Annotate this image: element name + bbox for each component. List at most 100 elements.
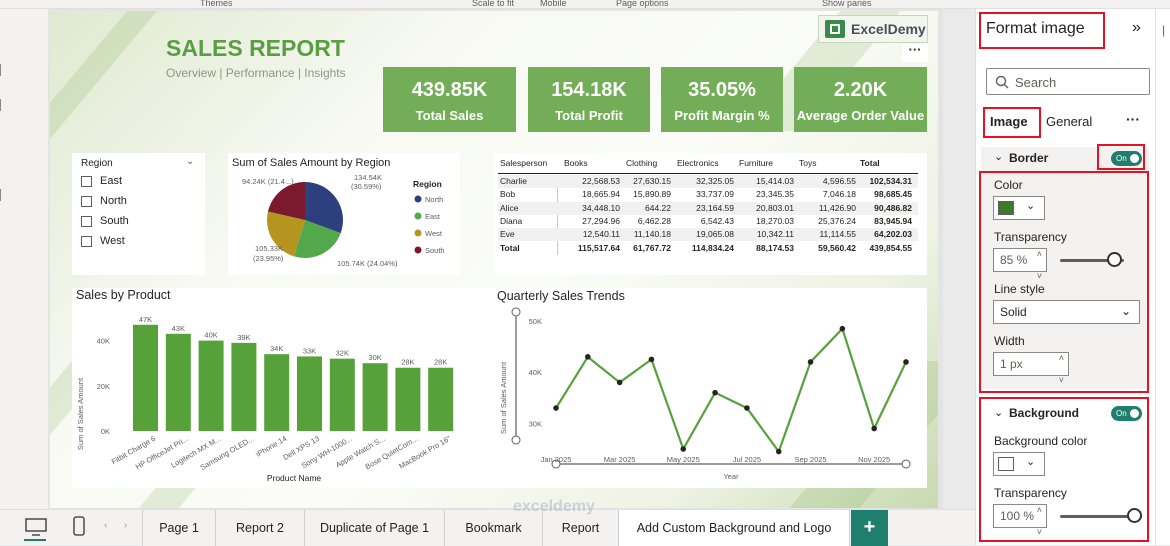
checkbox[interactable] xyxy=(81,195,92,207)
chevron-down-icon[interactable]: ⌄ xyxy=(994,407,1004,419)
bar[interactable] xyxy=(198,340,224,431)
logo-image[interactable]: ExcelDemy xyxy=(818,15,928,43)
bg-transparency-slider-knob[interactable] xyxy=(1127,508,1142,523)
checkbox[interactable] xyxy=(81,235,92,247)
zoom-handle[interactable] xyxy=(511,307,521,317)
bar[interactable] xyxy=(329,358,355,431)
bar[interactable] xyxy=(264,354,290,431)
line-point[interactable] xyxy=(648,356,655,363)
bg-transparency-slider-track[interactable] xyxy=(1060,515,1134,518)
scroll-right-icon[interactable]: › xyxy=(124,520,128,531)
y-tick-label: 40K xyxy=(97,337,110,346)
slicer-item[interactable]: West xyxy=(81,235,125,247)
color-picker[interactable]: ⌄ xyxy=(993,196,1045,220)
bg-transparency-input[interactable]: 100 % ˄ ˅ xyxy=(993,504,1047,537)
line-point[interactable] xyxy=(807,359,814,365)
bar[interactable] xyxy=(231,342,257,431)
tab-duplicate-of-page-1[interactable]: Duplicate of Page 1 xyxy=(305,510,445,546)
border-toggle[interactable]: On xyxy=(1111,151,1142,166)
matrix-cell: Alice xyxy=(500,202,519,213)
bar[interactable] xyxy=(395,367,421,431)
line-point[interactable] xyxy=(775,448,782,455)
spinner-icon[interactable]: ˄ ˅ xyxy=(1036,505,1042,537)
tab-page-1[interactable]: Page 1 xyxy=(142,510,216,546)
tab-report-2[interactable]: Report 2 xyxy=(216,510,305,546)
bar[interactable] xyxy=(362,363,388,431)
zoom-handle[interactable] xyxy=(511,435,521,445)
pie-slice[interactable] xyxy=(267,182,305,220)
slicer-item[interactable]: North xyxy=(81,195,127,207)
bg-color-picker[interactable]: ⌄ xyxy=(993,452,1045,476)
line-series[interactable] xyxy=(555,326,907,454)
line-point[interactable] xyxy=(553,405,559,411)
rail-glyph[interactable] xyxy=(0,189,3,201)
slicer-item[interactable]: East xyxy=(81,175,122,187)
width-input[interactable]: 1 px ˄ ˅ xyxy=(993,352,1069,385)
line-point[interactable] xyxy=(744,405,750,411)
desktop-view-icon[interactable] xyxy=(25,518,47,536)
matrix-header[interactable]: Toys xyxy=(799,158,817,168)
tab-image[interactable]: Image xyxy=(990,114,1028,129)
bar[interactable] xyxy=(297,356,322,431)
line-point[interactable] xyxy=(616,379,623,386)
spinner-icon[interactable]: ˄ ˅ xyxy=(1058,353,1064,385)
matrix-cell: 23,345.35 xyxy=(756,189,794,200)
zoom-handle[interactable] xyxy=(901,459,911,469)
pie-legend-title: Region xyxy=(413,179,442,189)
search-icon xyxy=(995,75,1009,89)
line-point[interactable] xyxy=(680,446,687,452)
slicer-item[interactable]: South xyxy=(81,215,129,227)
line-point[interactable] xyxy=(712,389,718,396)
sales-matrix[interactable]: Salesperson Books Clothing Electronics Furni… xyxy=(494,153,927,275)
scroll-left-icon[interactable]: ‹ xyxy=(104,520,108,531)
line-point[interactable] xyxy=(903,359,909,365)
collapse-pane-icon[interactable]: » xyxy=(1132,19,1141,36)
active-view-indicator xyxy=(24,539,46,541)
matrix-cell: 15,890.89 xyxy=(633,189,671,200)
transparency-input[interactable]: 85 % ˄ ˅ xyxy=(993,248,1047,281)
highlight-box xyxy=(983,107,1041,138)
rail-glyph[interactable] xyxy=(0,64,3,76)
line-style-dropdown[interactable]: Solid ⌄ xyxy=(993,300,1140,324)
bar[interactable] xyxy=(428,367,454,431)
pie-slice[interactable] xyxy=(294,220,341,258)
bar-data-label: 30K xyxy=(368,353,381,362)
checkbox[interactable] xyxy=(81,175,92,187)
bar[interactable] xyxy=(133,324,158,431)
line-point[interactable] xyxy=(839,325,846,332)
matrix-header[interactable]: Total xyxy=(860,158,880,168)
matrix-header[interactable]: Electronics xyxy=(677,158,719,168)
tab-bookmark[interactable]: Bookmark xyxy=(445,510,543,546)
transparency-slider-track[interactable] xyxy=(1060,259,1124,262)
matrix-cell: 18,270.03 xyxy=(756,215,794,226)
matrix-header[interactable]: Clothing xyxy=(626,158,658,168)
matrix-header[interactable]: Salesperson xyxy=(500,158,548,168)
rail-glyph[interactable] xyxy=(0,99,3,111)
zoom-handle[interactable] xyxy=(551,459,561,469)
more-options-icon[interactable]: ··· xyxy=(1126,111,1140,127)
more-options-button[interactable]: ··· xyxy=(902,43,928,62)
matrix-header[interactable]: Furniture xyxy=(739,158,774,168)
pane-edge-glyph[interactable]: | xyxy=(1162,23,1166,37)
line-point[interactable] xyxy=(585,354,591,360)
chevron-down-icon[interactable]: ⌄ xyxy=(186,156,195,167)
pie-slice[interactable] xyxy=(267,211,305,257)
bar-chart-card[interactable]: Sales by Product Sum of Sales Amount Pro… xyxy=(72,288,500,488)
mobile-view-icon[interactable] xyxy=(73,516,85,536)
line-point[interactable] xyxy=(871,425,877,432)
checkbox[interactable] xyxy=(81,215,92,227)
search-input[interactable]: Search xyxy=(986,68,1150,95)
tab-report[interactable]: Report xyxy=(543,510,619,546)
pie-chart-card[interactable]: Sum of Sales Amount by Region 94.24K (21… xyxy=(228,153,460,275)
tab-general[interactable]: General xyxy=(1046,114,1093,129)
pie-slice[interactable] xyxy=(305,182,343,234)
transparency-slider-knob[interactable] xyxy=(1107,252,1123,267)
spinner-icon[interactable]: ˄ ˅ xyxy=(1036,249,1042,281)
add-page-button[interactable]: + xyxy=(851,510,888,546)
line-chart-card[interactable]: Quarterly Sales Trends Sum of Sales Amou… xyxy=(494,288,927,488)
tab-add-custom-background-and-logo[interactable]: Add Custom Background and Logo xyxy=(619,510,850,546)
background-toggle[interactable]: On xyxy=(1111,406,1142,421)
bg-color-label: Background color xyxy=(994,434,1088,448)
matrix-header[interactable]: Books xyxy=(564,158,588,168)
bar[interactable] xyxy=(165,333,191,431)
